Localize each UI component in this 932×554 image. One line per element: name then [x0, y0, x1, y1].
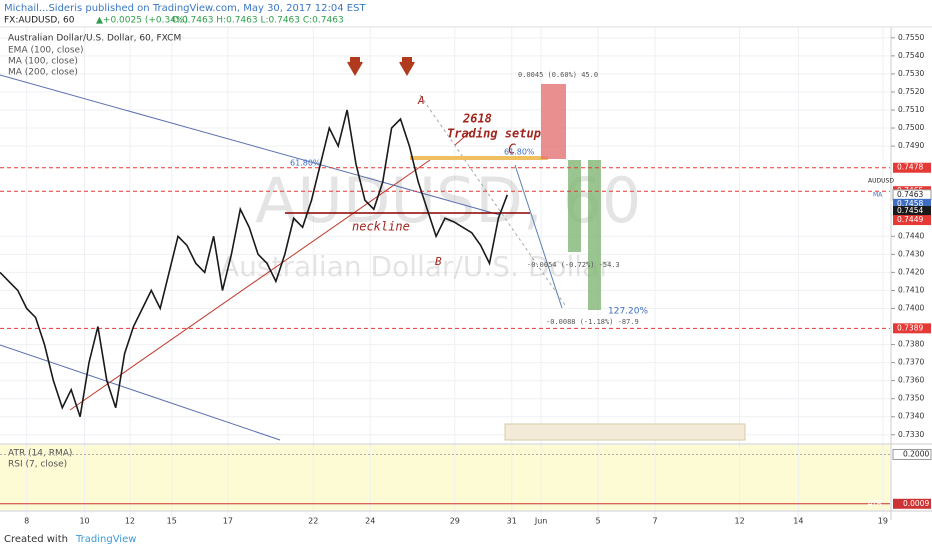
x-tick-label: 10 — [79, 517, 89, 526]
footer-brand[interactable]: TradingView — [75, 534, 136, 545]
y-tick-label: 0.2000 — [903, 449, 929, 458]
indicator: MA (100, close) — [8, 57, 78, 67]
price-tag-label: 0.7478 — [897, 163, 923, 172]
y-tick-label: 0.7520 — [898, 87, 924, 96]
y-tick-label: 0.7440 — [898, 231, 924, 240]
annotation: A — [417, 94, 425, 107]
price-tag-label: 0.7449 — [897, 215, 923, 224]
projection — [514, 164, 563, 309]
annotation: -0.0088 (-1.18%) -87.9 — [546, 318, 639, 326]
price-tag-label: 0.7454 — [897, 206, 923, 215]
price-tag — [893, 215, 931, 226]
symbol: FX:AUDUSD, 60 — [4, 16, 75, 26]
y-tick-label: 0.7370 — [898, 358, 924, 367]
annotation: MA — [873, 192, 883, 199]
annotation: -0.0054 (-0.72%) -54.3 — [527, 261, 620, 269]
x-tick-label: Jun — [534, 517, 548, 526]
y-tick-label: 0.7550 — [898, 33, 924, 42]
y-tick-label: 0.7340 — [898, 412, 924, 421]
y-tick-label: 0.7350 — [898, 394, 924, 403]
y-tick-label: 0.7410 — [898, 285, 924, 294]
price-tag — [893, 498, 931, 509]
indicator: MA (200, close) — [8, 68, 78, 78]
annotation: 2618 — [462, 112, 492, 126]
annotation: Trading setup — [447, 127, 541, 141]
x-tick-label: 19 — [878, 517, 888, 526]
y-tick-label: 0.7500 — [898, 123, 924, 132]
x-tick-label: 17 — [223, 517, 233, 526]
trendline — [69, 159, 431, 411]
annotation: EMA — [880, 202, 894, 209]
price-tag-label: 0.7458 — [897, 199, 923, 208]
x-tick-label: 15 — [167, 517, 177, 526]
annotation: AUDUSD — [868, 178, 894, 185]
y-tick-label: 0.7380 — [898, 340, 924, 349]
y-tick-label: 0.7430 — [898, 249, 924, 258]
price-line — [0, 109, 509, 417]
annotation: 127.20% — [608, 307, 648, 317]
drawings — [0, 57, 746, 441]
y-tick-label: 0.0009 — [903, 499, 929, 508]
chart-title: Australian Dollar/U.S. Dollar, 60, FXCM — [8, 34, 181, 44]
annotation: 61.80% — [290, 159, 321, 168]
price-tag — [893, 206, 931, 217]
arrow-icon — [399, 57, 415, 76]
x-tick-label: 29 — [450, 517, 460, 526]
y-tick-label: 0.7400 — [898, 303, 924, 312]
indicator-tag: ATR — [868, 499, 882, 508]
ohlc: O:0.7463 H:0.7463 L:0.7463 C:0.7463 — [172, 16, 344, 26]
annotation: 61.80% — [504, 148, 535, 157]
indicator: RSI (7, close) — [8, 460, 67, 470]
x-tick-label: 31 — [507, 517, 517, 526]
publisher[interactable]: Michail...Sideris published on TradingVi… — [4, 3, 366, 14]
price-tag — [893, 198, 931, 209]
arrow-icon — [347, 57, 363, 76]
fib-line — [419, 94, 566, 306]
price-tag — [892, 448, 932, 460]
y-tick-label: 0.7530 — [898, 69, 924, 78]
y-tick-label: 0.7510 — [898, 105, 924, 114]
footer-text: Created with — [4, 534, 68, 545]
annotation: B — [435, 255, 442, 268]
x-tick-label: 8 — [24, 517, 29, 526]
y-tick-label: 0.7360 — [898, 376, 924, 385]
price-tag — [893, 162, 931, 173]
price-tag — [893, 323, 931, 334]
x-tick-label: 12 — [734, 517, 744, 526]
annotation: 0.0045 (0.60%) 45.0 — [518, 71, 598, 79]
indicator: ATR (14, RMA) — [8, 449, 72, 459]
x-tick-label: 7 — [652, 517, 657, 526]
x-tick-label: 5 — [596, 517, 601, 526]
lower-panel-bg — [0, 445, 890, 510]
x-tick-label: 24 — [365, 517, 375, 526]
stop-box — [568, 160, 581, 252]
annotation: C — [508, 143, 516, 158]
change: ▲+0.0025 (+0.34%) — [96, 16, 188, 26]
y-tick-label: 0.7330 — [898, 430, 924, 439]
price-tag-label: 0.7463 — [897, 190, 923, 199]
price-tag-label: 0.7389 — [897, 323, 923, 332]
x-tick-label: 12 — [125, 517, 135, 526]
x-tick-label: 14 — [793, 517, 803, 526]
x-tick-label: 22 — [308, 517, 318, 526]
y-tick-label: 0.7420 — [898, 267, 924, 276]
annotation: neckline — [352, 220, 410, 234]
indicator: EMA (100, close) — [8, 46, 84, 56]
pointer — [454, 131, 471, 146]
y-tick-label: 0.7540 — [898, 51, 924, 60]
y-tick-label: 0.7490 — [898, 141, 924, 150]
stop-box — [588, 160, 601, 310]
target-box — [541, 84, 566, 159]
trendline — [0, 344, 281, 441]
events-bar — [504, 423, 746, 441]
